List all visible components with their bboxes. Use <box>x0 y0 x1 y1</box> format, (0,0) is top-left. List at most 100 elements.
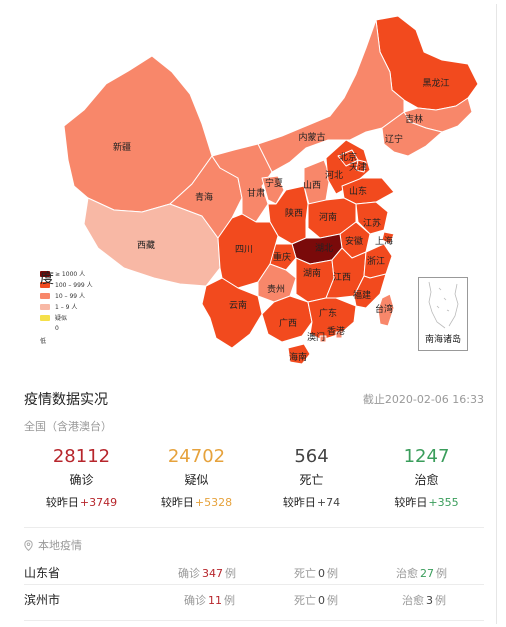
province-label: 广西 <box>279 317 297 329</box>
stats-header: 疫情数据实况 截止2020-02-06 16:33 <box>24 389 484 411</box>
legend-title: 度 <box>40 271 54 287</box>
province-label: 台湾 <box>375 303 393 315</box>
stat-delta: 较昨日+355 <box>394 496 459 509</box>
stat-confirmed[interactable]: 28112 确诊 较昨日+3749 <box>24 445 139 515</box>
stat-value: 1247 <box>403 446 450 467</box>
province-33[interactable] <box>287 343 311 365</box>
divider <box>24 527 484 528</box>
province-label: 山东 <box>349 185 367 197</box>
legend-row-1[interactable]: 100 – 999 人 <box>40 279 93 290</box>
confirmed-cell: 确诊 11 例 <box>184 594 235 607</box>
legend-swatch <box>40 281 50 288</box>
stat-label: 确诊 <box>69 473 94 487</box>
province-label: 江西 <box>333 272 351 283</box>
province-17[interactable] <box>381 231 395 245</box>
province-label: 河南 <box>319 211 337 223</box>
cured-cell: 治愈 27 例 <box>396 567 447 580</box>
legend-swatch <box>40 314 50 321</box>
stat-label: 疑似 <box>184 473 209 487</box>
province-label: 江苏 <box>363 217 381 229</box>
province-31[interactable] <box>335 331 343 339</box>
province-label: 黑龙江 <box>422 77 449 89</box>
province-30[interactable] <box>319 335 327 343</box>
province-2[interactable] <box>381 111 443 157</box>
province-label: 新疆 <box>113 141 131 153</box>
province-label: 重庆 <box>273 251 291 263</box>
province-label: 吉林 <box>405 113 423 125</box>
local-heading: 本地疫情 <box>24 537 82 553</box>
stat-value: 28112 <box>52 446 111 467</box>
stat-delta: 较昨日+5328 <box>160 496 233 509</box>
province-13[interactable] <box>355 159 367 173</box>
province-8[interactable] <box>261 175 285 205</box>
cured-cell: 治愈 3 例 <box>402 594 446 607</box>
national-stats: 28112 确诊 较昨日+3749 24702 疑似 较昨日+5328 564 … <box>24 445 484 523</box>
divider <box>24 620 484 621</box>
stat-label: 死亡 <box>299 473 324 487</box>
nanhai-islands-icon <box>428 281 459 329</box>
province-29[interactable] <box>307 297 357 341</box>
legend-row-3[interactable]: 1 – 9 人 <box>40 301 93 312</box>
stat-label: 治愈 <box>414 473 439 487</box>
province-label: 山西 <box>303 180 321 191</box>
province-26[interactable] <box>353 273 387 309</box>
province-label: 辽宁 <box>385 133 403 145</box>
province-label: 安徽 <box>345 235 363 247</box>
scope-label: 全国（含港澳台） <box>24 420 112 433</box>
stat-delta: 较昨日+74 <box>282 496 341 509</box>
province-label: 上海 <box>375 235 393 247</box>
province-label: 贵州 <box>267 283 285 295</box>
province-27[interactable] <box>201 277 263 349</box>
province-label: 河北 <box>325 169 343 181</box>
stat-value: 24702 <box>167 446 226 467</box>
province-label: 天津 <box>349 162 367 173</box>
stat-delta: 较昨日+3749 <box>45 496 118 509</box>
province-label: 湖北 <box>315 243 333 254</box>
province-label: 澳门 <box>307 331 325 343</box>
local-row-province[interactable]: 山东省 确诊 347 例 死亡 0 例 治愈 27 例 <box>24 562 484 582</box>
province-label: 香港 <box>327 325 345 337</box>
province-22[interactable] <box>257 263 297 303</box>
province-label: 广东 <box>319 307 337 319</box>
province-label: 内蒙古 <box>298 131 325 143</box>
section-title: 疫情数据实况 <box>24 392 108 408</box>
stat-value: 564 <box>294 446 329 467</box>
stat-deaths[interactable]: 564 死亡 较昨日+74 <box>254 445 369 515</box>
province-16[interactable] <box>355 201 389 235</box>
nanhai-label: 南海诸岛 <box>424 335 461 345</box>
province-label: 湖南 <box>303 267 321 279</box>
province-11[interactable] <box>325 139 371 195</box>
location-pin-icon <box>24 539 33 551</box>
legend-zero: 0 <box>55 325 59 332</box>
province-label: 陕西 <box>285 207 303 219</box>
province-label: 甘肃 <box>247 187 265 199</box>
province-5[interactable] <box>83 197 221 287</box>
province-label: 青海 <box>195 191 213 203</box>
province-label: 宁夏 <box>265 177 283 189</box>
legend-row-4[interactable]: 疑似 <box>40 312 93 323</box>
legend-swatch <box>40 303 50 310</box>
region-name: 山东省 <box>24 566 61 580</box>
legend-footer: 低 <box>40 338 47 345</box>
province-32[interactable] <box>377 293 395 327</box>
province-label: 北京 <box>339 151 357 163</box>
as-of-timestamp: 截止2020-02-06 16:33 <box>362 393 484 406</box>
legend-row-0[interactable]: ≥ 1000 人 <box>40 268 93 279</box>
local-row-city[interactable]: 滨州市 确诊 11 例 死亡 0 例 治愈 3 例 <box>24 589 484 609</box>
province-label: 云南 <box>229 299 247 311</box>
province-label: 西藏 <box>137 239 155 251</box>
legend-swatch <box>40 270 50 277</box>
south-china-sea-inset: 南海诸岛 <box>418 277 468 351</box>
legend-row-2[interactable]: 10 – 99 人 <box>40 290 93 301</box>
province-21[interactable] <box>217 213 279 289</box>
province-label: 海南 <box>289 351 307 363</box>
map-legend: 度 ≥ 1000 人 100 – 999 人 10 – 99 人 1 – 9 人… <box>40 268 93 345</box>
stat-suspected[interactable]: 24702 疑似 较昨日+5328 <box>139 445 254 515</box>
province-label: 福建 <box>353 289 371 301</box>
legend-swatch <box>40 292 50 299</box>
china-map[interactable]: 黑龙江吉林 辽宁 内蒙古新疆西藏 青海 甘肃 宁夏陕西 山西 河北 北京 天津山东河南江苏上海 安徽… <box>6 8 496 373</box>
deaths-cell: 死亡 0 例 <box>294 567 338 580</box>
province-7[interactable] <box>211 143 273 223</box>
stat-cured[interactable]: 1247 治愈 较昨日+355 <box>369 445 484 515</box>
